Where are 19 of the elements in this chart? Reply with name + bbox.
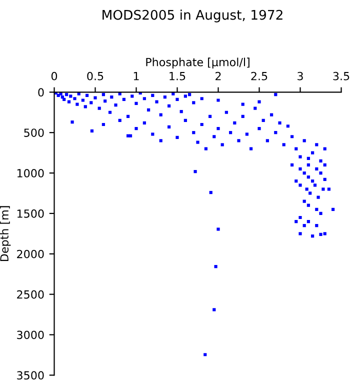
x-tick-label: 3 [298,72,303,80]
y-tick-label: 1000 [17,168,44,178]
x-tick-label: 0.5 [87,72,104,80]
y-tick-label: 3000 [17,330,44,340]
x-tick-label: 2 [216,72,221,80]
y-tick-label: 2500 [17,290,44,299]
y-tick-label: 0 [38,88,44,97]
x-tick-label: 2.5 [251,72,268,80]
y-tick-label: 500 [24,128,44,137]
x-axis-title: Phosphate [µmol/l] [146,58,250,68]
y-axis-title: Depth [m] [0,206,11,262]
chart-title: MODS2005 in August, 1972 [102,10,282,22]
y-tick-label: 2000 [17,250,44,258]
x-tick-label: 1 [134,72,139,80]
x-tick-label: 3.5 [333,72,350,80]
x-tick-label: 1.5 [170,72,186,80]
x-tick-label: 0 [51,72,58,80]
y-tick-label: 1500 [17,209,44,218]
y-tick-label: 3500 [17,371,44,380]
